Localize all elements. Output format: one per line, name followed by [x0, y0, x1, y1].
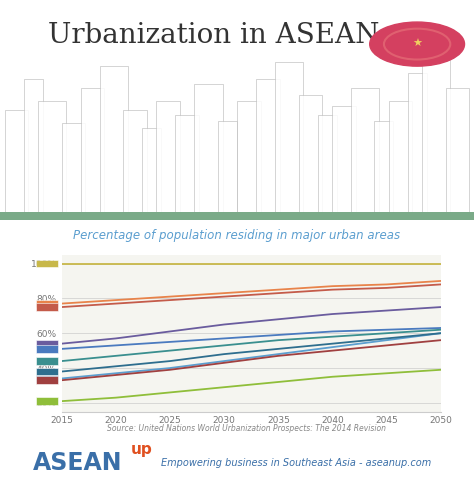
Bar [36, 397, 58, 405]
Bar [0, 212, 474, 220]
Bar [36, 300, 58, 307]
Text: ★: ★ [412, 39, 422, 49]
Bar [156, 101, 180, 216]
Bar [36, 303, 58, 311]
Text: Percentage of population residing in major urban areas: Percentage of population residing in maj… [73, 229, 401, 242]
Text: Urbanization in ASEAN: Urbanization in ASEAN [47, 22, 379, 49]
Bar [36, 375, 58, 382]
Bar [36, 260, 58, 268]
Bar [351, 88, 379, 216]
Bar [275, 62, 303, 216]
Bar [237, 101, 261, 216]
Bar [299, 95, 322, 216]
Bar [256, 79, 280, 216]
Bar [5, 110, 28, 216]
Text: ASEAN: ASEAN [33, 451, 123, 474]
Text: Empowering business in Southeast Asia - aseanup.com: Empowering business in Southeast Asia - … [161, 458, 431, 467]
Bar [332, 106, 356, 216]
Bar [100, 66, 128, 216]
Bar [175, 115, 199, 216]
Bar [36, 368, 58, 375]
Bar [389, 101, 412, 216]
Bar [38, 101, 66, 216]
Bar [408, 73, 427, 216]
Text: up: up [130, 441, 152, 457]
Bar [318, 115, 337, 216]
Bar [194, 84, 223, 216]
Bar [422, 57, 450, 216]
Bar [142, 128, 161, 216]
Bar [62, 123, 85, 216]
Bar [81, 88, 104, 216]
Bar [24, 79, 43, 216]
Bar [218, 121, 237, 216]
Bar [123, 110, 147, 216]
Bar [36, 357, 58, 365]
Text: Source: United Nations World Urbanization Prospects: The 2014 Revision: Source: United Nations World Urbanizatio… [107, 424, 386, 433]
Bar [446, 88, 469, 216]
Circle shape [370, 22, 465, 66]
Bar [36, 376, 58, 384]
Bar [36, 345, 58, 353]
Bar [374, 121, 393, 216]
Bar [36, 340, 58, 347]
